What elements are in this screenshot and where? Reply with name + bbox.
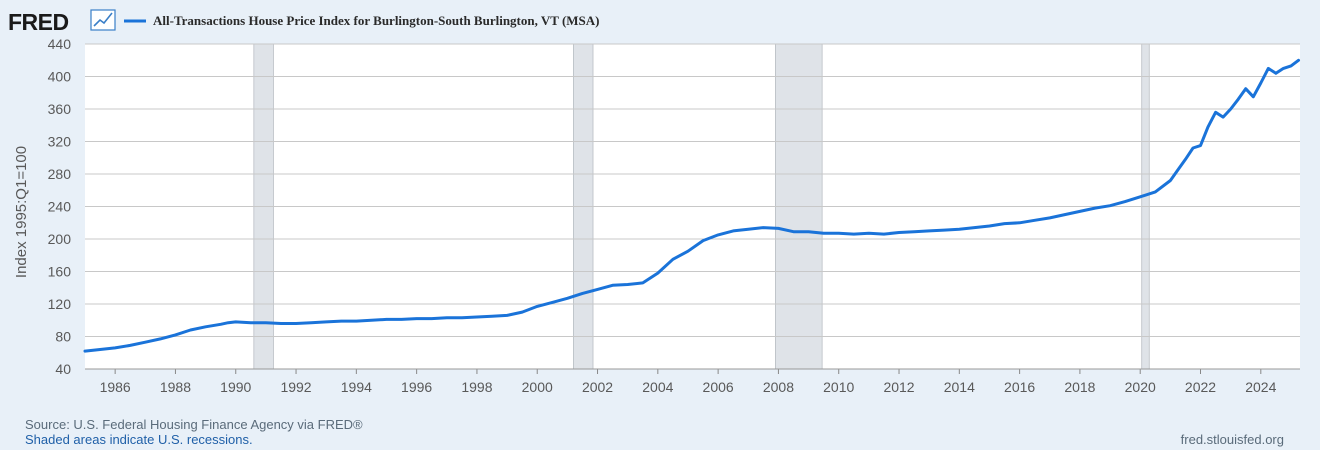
y-tick-label: 240: [48, 199, 72, 215]
y-tick-label: 320: [48, 134, 72, 150]
x-tick-label: 2022: [1185, 379, 1216, 395]
series-line: [83, 58, 1300, 353]
y-tick-label: 440: [48, 36, 72, 52]
x-tick-label: 1986: [100, 379, 131, 395]
x-tick-label: 1992: [280, 379, 311, 395]
y-tick-label: 400: [48, 69, 72, 85]
fred-logo[interactable]: FRED: [8, 9, 69, 35]
y-tick-label: 120: [48, 296, 72, 312]
site-link[interactable]: fred.stlouisfed.org: [1181, 432, 1284, 447]
x-tick-label: 1996: [401, 379, 432, 395]
x-tick-label: 1988: [160, 379, 191, 395]
x-tick-label: 2018: [1064, 379, 1095, 395]
grid-lines: [85, 43, 1300, 370]
y-tick-label: 200: [48, 231, 72, 247]
y-axis-label: Index 1995:Q1=100: [13, 146, 30, 278]
x-axis: 1986 1988 1990 1992 1994 1996 1998 2000 2002 2004…: [85, 368, 1300, 395]
x-tick-label: 2012: [883, 379, 914, 395]
x-tick-label: 2000: [522, 379, 553, 395]
x-tick-label: 2002: [582, 379, 613, 395]
y-tick-label: 360: [48, 101, 72, 117]
source-note: Source: U.S. Federal Housing Finance Age…: [25, 417, 363, 432]
trend-line-icon: [90, 9, 116, 31]
y-axis: 40 80 120 160 200 240 280 320 360 400 440: [48, 36, 72, 377]
y-tick-label: 280: [48, 166, 72, 182]
x-tick-label: 2004: [642, 379, 673, 395]
x-tick-label: 2014: [944, 379, 975, 395]
x-tick-label: 2024: [1245, 379, 1276, 395]
y-tick-label: 160: [48, 264, 72, 280]
legend-series-label: All-Transactions House Price Index for B…: [153, 13, 600, 28]
y-tick-label: 40: [55, 361, 71, 377]
x-tick-label: 1990: [220, 379, 251, 395]
x-tick-label: 1994: [341, 379, 372, 395]
x-tick-label: 2006: [703, 379, 734, 395]
x-tick-label: 2016: [1004, 379, 1035, 395]
recession-note: Shaded areas indicate U.S. recessions.: [25, 432, 253, 447]
x-tick-label: 1998: [461, 379, 492, 395]
y-tick-label: 80: [55, 329, 71, 345]
x-tick-label: 2020: [1125, 379, 1156, 395]
x-tick-label: 2010: [823, 379, 854, 395]
x-tick-label: 2008: [763, 379, 794, 395]
